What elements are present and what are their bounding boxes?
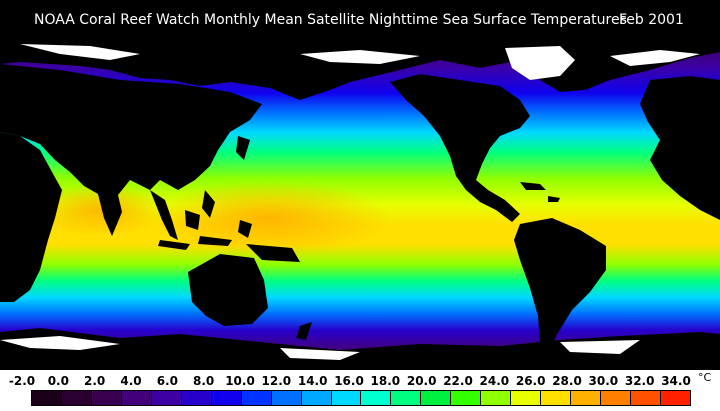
indian-ocean-warm-pool (30, 184, 170, 236)
colorbar-swatch (121, 391, 152, 405)
legend-tick-label: 20.0 (406, 374, 437, 388)
colorbar-swatch (511, 391, 542, 405)
legend-tick-label: 18.0 (370, 374, 401, 388)
australia-landmass (188, 254, 268, 326)
new-guinea (246, 244, 300, 262)
legend-unit: °C (698, 371, 712, 384)
legend-tick-label: 2.0 (84, 374, 106, 388)
colorbar-swatch (571, 391, 602, 405)
colorbar-swatch (151, 391, 182, 405)
caribbean-islands (520, 182, 560, 202)
colorbar-swatch (32, 391, 62, 405)
sst-map-canvas (0, 40, 720, 370)
legend-tick-label: 14.0 (297, 374, 328, 388)
colorbar-swatch (661, 391, 690, 405)
colorbar-swatch (391, 391, 422, 405)
legend-tick-label: 22.0 (443, 374, 473, 388)
colorbar-swatch (361, 391, 392, 405)
legend-tick-label: 12.0 (261, 374, 292, 388)
legend-tick-label: -2.0 (8, 374, 36, 388)
temperature-colorbar (31, 390, 691, 406)
legend-tick-label: 32.0 (624, 374, 655, 388)
africa-landmass (0, 132, 62, 302)
colorbar-swatch (481, 391, 512, 405)
new-zealand (296, 322, 312, 340)
legend-tick-label: 26.0 (515, 374, 546, 388)
southeast-asia (150, 190, 215, 240)
legend-tick-label: 16.0 (334, 374, 364, 388)
legend-tick-label: 24.0 (479, 374, 510, 388)
south-america-landmass (514, 218, 606, 358)
legend-tick-label: 0.0 (47, 374, 69, 388)
map-date: Feb 2001 (619, 12, 684, 28)
legend-tick-label: 8.0 (193, 374, 215, 388)
colorbar-swatch (271, 391, 302, 405)
greenland-ice (505, 46, 575, 80)
europe-africa-right (640, 76, 720, 220)
title-bar: NOAA Coral Reef Watch Monthly Mean Satel… (0, 0, 720, 40)
japan-islands (236, 136, 250, 160)
indonesia-islands (158, 220, 252, 250)
colorbar-swatch (451, 391, 482, 405)
colorbar-swatch (331, 391, 362, 405)
legend-tick-label: 34.0 (661, 374, 691, 388)
legend-tick-labels: °C -2.0 0.0 2.0 4.0 6.0 8.0 10.0 12.0 14.0 16.0 18… (0, 371, 720, 390)
legend-tick-label: 4.0 (120, 374, 142, 388)
colorbar-swatch (211, 391, 242, 405)
india-landmass (98, 194, 122, 236)
colorbar-swatch (631, 391, 662, 405)
legend-tick-label: 28.0 (552, 374, 582, 388)
colorbar-swatch (541, 391, 572, 405)
legend-tick-label: 30.0 (588, 374, 619, 388)
colorbar-swatch (601, 391, 632, 405)
colorbar-swatch (301, 391, 332, 405)
colorbar-swatch (91, 391, 122, 405)
eurasia-landmass (0, 64, 262, 210)
legend-tick-label: 6.0 (156, 374, 178, 388)
map-title: NOAA Coral Reef Watch Monthly Mean Satel… (34, 12, 627, 28)
north-america-landmass (390, 74, 530, 222)
colorbar-swatch (241, 391, 272, 405)
antarctic-sea-ice (0, 336, 640, 360)
colorbar-swatch (421, 391, 452, 405)
sst-map (0, 40, 720, 370)
antarctica-landmass (0, 328, 720, 370)
colorbar-swatch (181, 391, 212, 405)
colorbar-swatch (61, 391, 92, 405)
arctic-ice (20, 44, 700, 66)
legend-tick-label: 10.0 (225, 374, 255, 388)
